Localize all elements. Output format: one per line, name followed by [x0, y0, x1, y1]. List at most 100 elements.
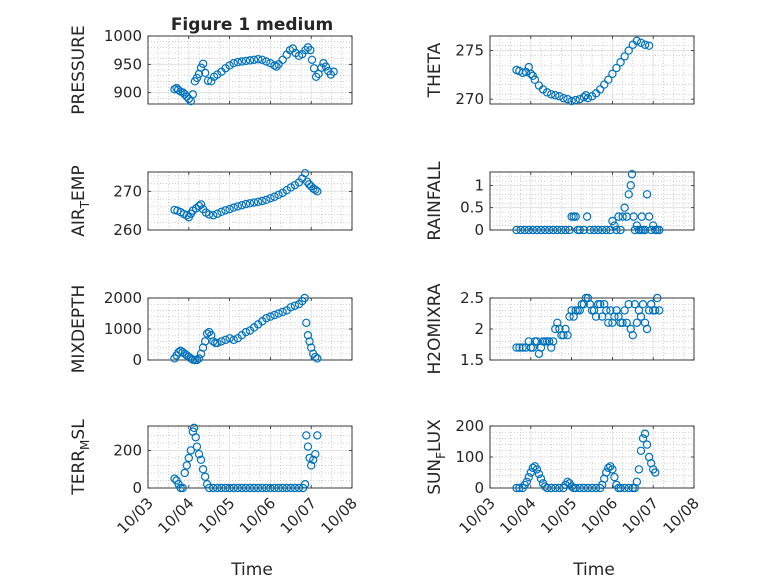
- data-point: [186, 354, 196, 363]
- data-point: [217, 483, 226, 493]
- data-point: [266, 483, 275, 493]
- data-point: [270, 310, 279, 320]
- data-point: [301, 45, 310, 55]
- y-axis-label: H2OMIXRA: [425, 283, 445, 374]
- data-point: [632, 318, 642, 327]
- data-point: [559, 93, 568, 103]
- axes-box: [147, 35, 353, 105]
- data-point: [528, 225, 538, 235]
- data-point: [567, 482, 576, 491]
- data-point: [305, 337, 314, 346]
- data-point: [303, 43, 313, 52]
- data-point: [595, 85, 605, 94]
- data-point: [542, 88, 552, 97]
- data-point: [225, 204, 234, 214]
- data-point: [640, 40, 650, 49]
- y-tick-label: 2000: [104, 289, 142, 307]
- y-tick-label: 0: [474, 479, 484, 497]
- data-point: [262, 57, 271, 66]
- data-point: [196, 200, 206, 209]
- data-point: [192, 355, 202, 365]
- data-point: [302, 177, 312, 186]
- data-point: [203, 76, 213, 85]
- data-point: [608, 69, 617, 79]
- axes-box: [489, 35, 695, 105]
- data-point: [309, 455, 318, 465]
- data-point: [632, 36, 642, 46]
- data-point: [174, 348, 183, 357]
- data-point: [620, 203, 629, 212]
- data-point: [630, 225, 640, 235]
- y-axis-label: THETA: [425, 42, 445, 98]
- data-point: [614, 212, 623, 221]
- data-point: [229, 483, 238, 493]
- y-tick-label: 0: [474, 221, 484, 239]
- data-point: [245, 483, 255, 493]
- data-point: [198, 59, 208, 68]
- data-point: [604, 463, 613, 473]
- data-point: [313, 354, 322, 363]
- data-point: [629, 212, 638, 221]
- y-axis-label: MIXDEPTH: [69, 285, 89, 374]
- data-point: [229, 59, 238, 68]
- y-tick-label: 0: [132, 479, 142, 497]
- data-point: [182, 211, 191, 220]
- data-point: [604, 75, 613, 84]
- data-point: [616, 483, 625, 493]
- data-point: [229, 203, 238, 212]
- data-point: [253, 55, 263, 64]
- data-point: [258, 196, 267, 206]
- data-point: [286, 303, 295, 312]
- data-point: [610, 472, 619, 482]
- data-point: [561, 225, 570, 235]
- data-point: [528, 463, 538, 473]
- data-point: [194, 354, 204, 363]
- data-point: [618, 212, 627, 221]
- data-point: [595, 300, 605, 309]
- data-point: [288, 44, 298, 53]
- data-point: [591, 312, 601, 321]
- data-point: [225, 483, 234, 493]
- data-point: [326, 70, 335, 79]
- y-tick-label: 200: [455, 417, 484, 435]
- data-point: [563, 331, 572, 340]
- data-point: [627, 170, 637, 179]
- data-point: [217, 337, 226, 346]
- data-point: [638, 300, 648, 309]
- data-point: [302, 431, 311, 440]
- data-point: [547, 483, 556, 493]
- data-point: [651, 306, 660, 315]
- data-point: [209, 337, 218, 346]
- y-axis-label: TERRMSL: [69, 419, 92, 496]
- data-point: [294, 483, 304, 493]
- y-tick-label: 100: [455, 448, 484, 466]
- data-point: [189, 423, 199, 433]
- data-point: [520, 225, 529, 235]
- y-tick-label: 1: [474, 176, 484, 194]
- data-point: [266, 312, 275, 321]
- figure-title: Figure 1 medium: [171, 15, 333, 35]
- data-point: [532, 465, 542, 474]
- data-point: [170, 474, 179, 483]
- data-point: [640, 225, 650, 235]
- data-point: [563, 94, 572, 104]
- data-point: [563, 477, 572, 486]
- data-point: [515, 343, 524, 352]
- data-point: [253, 483, 263, 493]
- data-point: [192, 73, 202, 83]
- data-point: [575, 94, 584, 104]
- data-point: [655, 225, 664, 235]
- data-point: [630, 300, 640, 309]
- y-tick-label: 2: [474, 320, 484, 338]
- data-point: [516, 225, 525, 235]
- data-point: [266, 194, 275, 203]
- data-point: [262, 313, 271, 323]
- data-point: [598, 312, 607, 321]
- data-point: [321, 62, 331, 71]
- data-point: [512, 225, 521, 235]
- data-point: [624, 190, 633, 199]
- data-point: [620, 483, 629, 493]
- y-tick-label: 270: [113, 182, 142, 200]
- data-point: [196, 455, 206, 465]
- data-point: [233, 483, 242, 493]
